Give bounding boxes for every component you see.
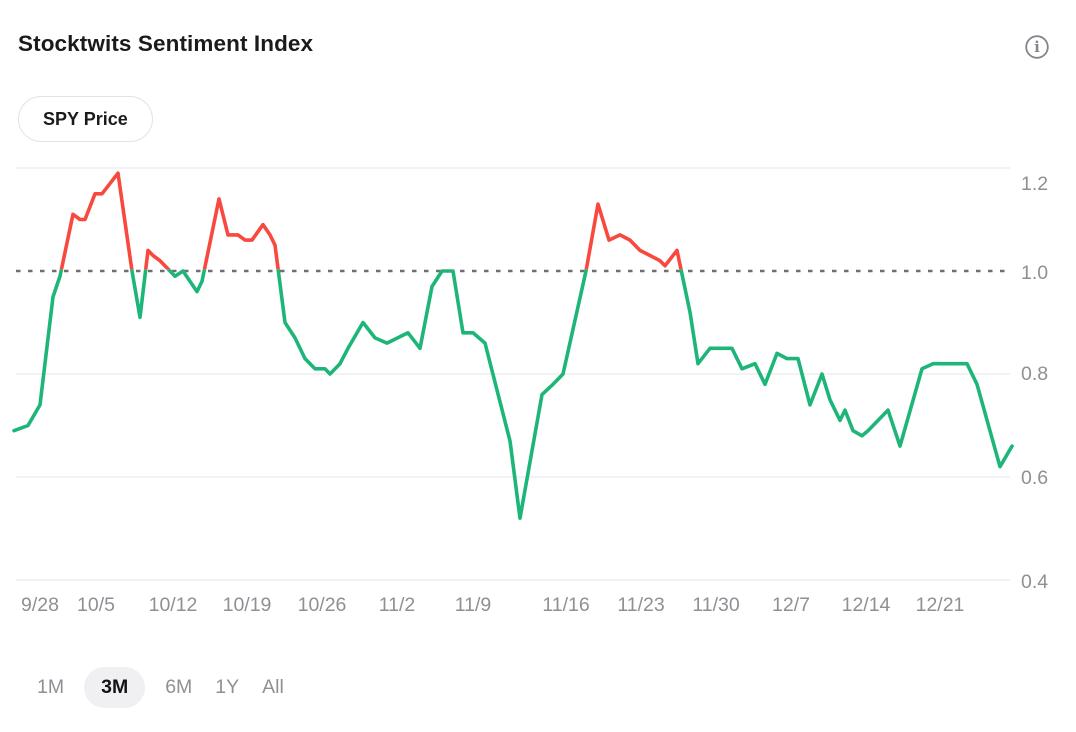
y-axis-label: 0.8 (1021, 363, 1049, 385)
x-axis-label: 11/2 (378, 594, 416, 616)
svg-text:i: i (1034, 39, 1040, 56)
y-axis-label: 1.2 (1021, 173, 1049, 195)
range-button-1m[interactable]: 1M (34, 676, 67, 699)
spy-price-label: SPY Price (43, 108, 128, 129)
x-axis-label: 10/5 (77, 594, 115, 616)
x-axis-label: 11/30 (692, 594, 740, 616)
spy-price-chip[interactable]: SPY Price (18, 96, 153, 142)
page-title: Stocktwits Sentiment Index (18, 31, 314, 56)
info-icon-glyph: i (1025, 35, 1049, 59)
x-axis-label: 10/26 (297, 594, 347, 616)
sentiment-chart: 1.2 1.0 0.8 0.6 0.4 9/28 10/5 10/12 10/19 10/26 1… (0, 150, 1076, 620)
range-button-all[interactable]: All (259, 676, 287, 699)
x-axis-label: 11/9 (454, 594, 492, 616)
range-button-6m[interactable]: 6M (162, 676, 195, 699)
y-axis-label: 0.4 (1021, 571, 1049, 593)
x-axis-label: 9/28 (21, 594, 59, 616)
range-selector: 1M 3M 6M 1Y All (34, 664, 287, 710)
sentiment-chart-plot (12, 167, 1014, 581)
x-axis-label: 12/7 (772, 594, 810, 616)
range-button-3m[interactable]: 3M (84, 666, 146, 708)
info-icon[interactable]: i (1023, 33, 1051, 61)
x-axis-label: 12/14 (841, 594, 891, 616)
x-axis-label: 10/19 (222, 594, 272, 616)
sentiment-line-below-baseline (12, 269, 1014, 520)
x-axis-label: 11/23 (617, 594, 665, 616)
x-axis-label: 12/21 (915, 594, 965, 616)
sentiment-line-above-baseline (59, 171, 683, 270)
x-axis-label: 11/16 (542, 594, 590, 616)
y-axis-label: 1.0 (1021, 262, 1049, 284)
range-button-1y[interactable]: 1Y (212, 676, 242, 699)
y-axis-label: 0.6 (1021, 467, 1049, 489)
x-axis-label: 10/12 (148, 594, 198, 616)
